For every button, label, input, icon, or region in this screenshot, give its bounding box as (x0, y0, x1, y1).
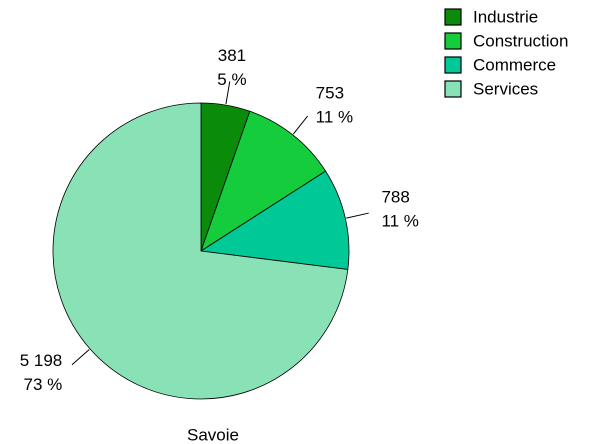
data-label: 5 198 (20, 351, 63, 370)
data-label: 753 (316, 83, 344, 102)
leader-line (292, 115, 308, 135)
percent-label: 73 % (24, 375, 63, 394)
percent-label: 11 % (381, 212, 419, 231)
legend-swatch (444, 56, 462, 74)
leader-line (225, 81, 231, 105)
pie-slice (199, 170, 350, 270)
chart-title: Savoie (187, 425, 239, 444)
leader-line (71, 349, 90, 366)
legend-label: Industrie (473, 7, 538, 26)
legend-swatch (444, 8, 462, 26)
legend-swatch (444, 80, 462, 98)
legend-label: Construction (473, 31, 568, 50)
legend-label: Services (473, 79, 538, 98)
legend-swatch (444, 32, 462, 50)
data-label: 788 (381, 188, 409, 207)
data-label: 381 (218, 46, 246, 65)
pie-slice (200, 110, 327, 252)
pie-slice (52, 102, 349, 400)
leader-line (346, 212, 369, 219)
legend-label: Commerce (473, 55, 556, 74)
percent-label: 11 % (316, 107, 354, 126)
percent-label: 5 % (217, 70, 246, 89)
